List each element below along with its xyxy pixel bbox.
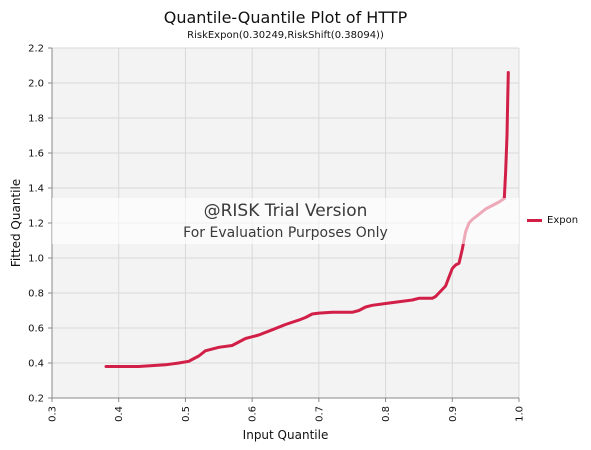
legend-label-expon: Expon bbox=[547, 215, 579, 226]
watermark-subtitle: For Evaluation Purposes Only bbox=[183, 225, 388, 241]
watermark-title: @RISK Trial Version bbox=[203, 201, 368, 221]
y-tick-labels: 0.2 0.4 0.6 0.8 1.0 1.2 1.4 1.6 1.8 2.0 2.2 bbox=[28, 44, 44, 405]
x-tick-label: 0.5 bbox=[181, 406, 192, 422]
legend: Expon bbox=[527, 215, 578, 226]
x-tick-labels: 0.3 0.4 0.5 0.6 0.7 0.8 0.9 1.0 bbox=[48, 406, 526, 422]
chart-title: Quantile-Quantile Plot of HTTP bbox=[163, 8, 408, 27]
x-tick-label: 1.0 bbox=[515, 406, 526, 422]
y-tick-label: 1.0 bbox=[28, 254, 44, 265]
y-tick-label: 0.4 bbox=[28, 359, 44, 370]
x-tick-label: 0.4 bbox=[114, 406, 125, 422]
y-tick-label: 0.8 bbox=[28, 289, 44, 300]
x-tick-label: 0.3 bbox=[48, 406, 59, 422]
y-tick-label: 1.4 bbox=[28, 184, 44, 195]
x-tick-label: 0.8 bbox=[381, 406, 392, 422]
x-axis-label: Input Quantile bbox=[243, 428, 329, 442]
y-tick-label: 0.6 bbox=[28, 324, 44, 335]
y-tick-label: 1.8 bbox=[28, 114, 44, 125]
x-tick-label: 0.7 bbox=[314, 406, 325, 422]
axes bbox=[48, 47, 520, 402]
y-tick-label: 2.0 bbox=[28, 79, 44, 90]
x-tick-label: 0.6 bbox=[248, 406, 259, 422]
y-axis-label: Fitted Quantile bbox=[9, 179, 23, 267]
watermark-band bbox=[52, 198, 519, 244]
y-tick-label: 0.2 bbox=[28, 394, 44, 405]
y-tick-label: 2.2 bbox=[28, 44, 44, 55]
x-tick-label: 0.9 bbox=[448, 406, 459, 422]
y-tick-label: 1.2 bbox=[28, 219, 44, 230]
y-tick-label: 1.6 bbox=[28, 149, 44, 160]
legend-swatch-expon bbox=[527, 219, 542, 222]
chart-subtitle: RiskExpon(0.30249,RiskShift(0.38094)) bbox=[187, 30, 384, 41]
